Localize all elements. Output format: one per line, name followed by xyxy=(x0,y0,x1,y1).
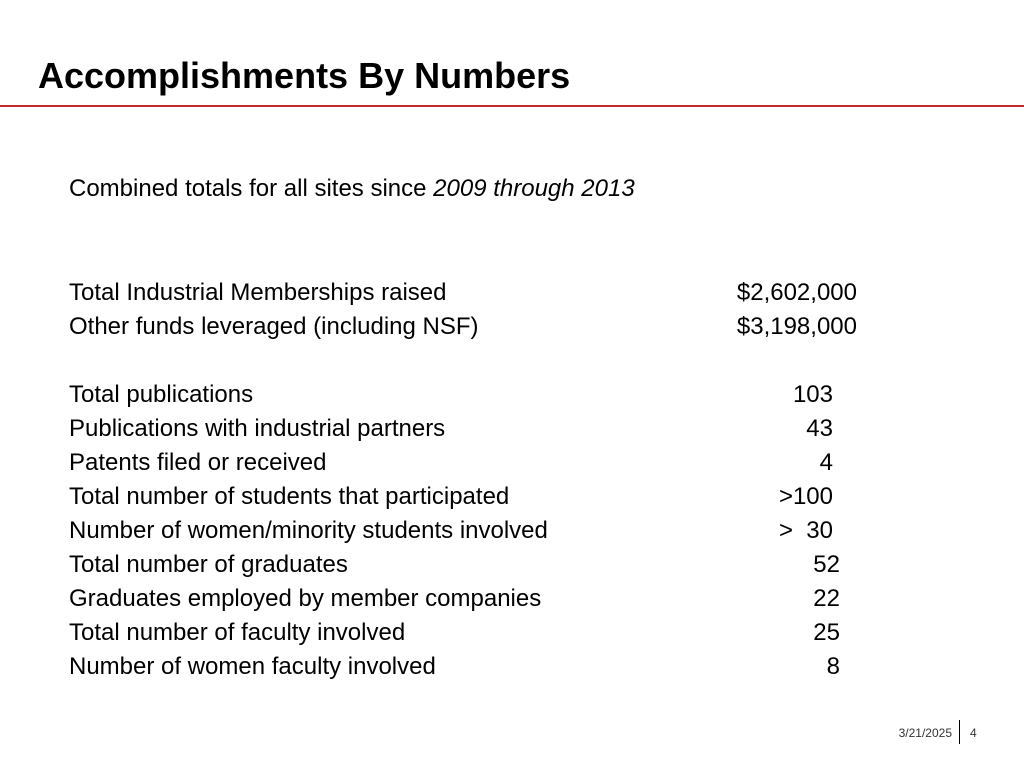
metric-row: Graduates employed by member companies 2… xyxy=(69,582,869,616)
metric-label: Total number of faculty involved xyxy=(69,619,406,646)
metric-label: Number of women/minority students involv… xyxy=(69,517,548,544)
metric-value: 25 xyxy=(813,619,840,646)
metric-value: > 30 xyxy=(778,517,833,544)
footer-date: 3/21/2025 xyxy=(898,726,952,740)
funds-value: $3,198,000 xyxy=(736,313,857,340)
metric-row: Total number of faculty involved 25 xyxy=(69,616,869,650)
metric-value: 22 xyxy=(813,585,840,612)
metric-row: Total publications 103 xyxy=(69,378,869,412)
metric-row: Number of women/minority students involv… xyxy=(69,514,869,548)
metric-row: Number of women faculty involved 8 xyxy=(69,650,869,684)
metric-row: Total number of students that participat… xyxy=(69,480,869,514)
subtitle-text: Combined totals for all sites since xyxy=(69,175,434,202)
funds-value: $2,602,000 xyxy=(736,279,857,306)
funds-label: Other funds leveraged (including NSF) xyxy=(69,313,479,340)
metric-value: 43 xyxy=(806,415,833,442)
metric-value: 8 xyxy=(826,653,840,680)
funds-row: Other funds leveraged (including NSF) $3… xyxy=(69,310,869,344)
metric-value: 52 xyxy=(813,551,840,578)
metric-label: Number of women faculty involved xyxy=(69,653,436,680)
metric-value: 103 xyxy=(792,381,833,408)
metric-value: >100 xyxy=(778,483,833,510)
title-divider xyxy=(0,105,1024,107)
slide-title: Accomplishments By Numbers xyxy=(38,55,571,96)
metric-row: Publications with industrial partners 43 xyxy=(69,412,869,446)
metric-row: Total number of graduates 52 xyxy=(69,548,869,582)
metric-label: Patents filed or received xyxy=(69,449,327,476)
funds-label: Total Industrial Memberships raised xyxy=(69,279,447,306)
footer-divider xyxy=(959,720,960,744)
metric-label: Total number of students that participat… xyxy=(69,483,510,510)
metric-label: Graduates employed by member companies xyxy=(69,585,542,612)
subtitle: Combined totals for all sites since 2009… xyxy=(69,172,635,206)
metric-label: Total publications xyxy=(69,381,254,408)
funds-row: Total Industrial Memberships raised $2,6… xyxy=(69,276,869,310)
subtitle-date-range: 2009 through 2013 xyxy=(433,175,635,202)
page-number: 4 xyxy=(970,726,977,740)
metric-label: Total number of graduates xyxy=(69,551,348,578)
metric-value: 4 xyxy=(819,449,833,476)
metric-row: Patents filed or received 4 xyxy=(69,446,869,480)
metric-label: Publications with industrial partners xyxy=(69,415,446,442)
